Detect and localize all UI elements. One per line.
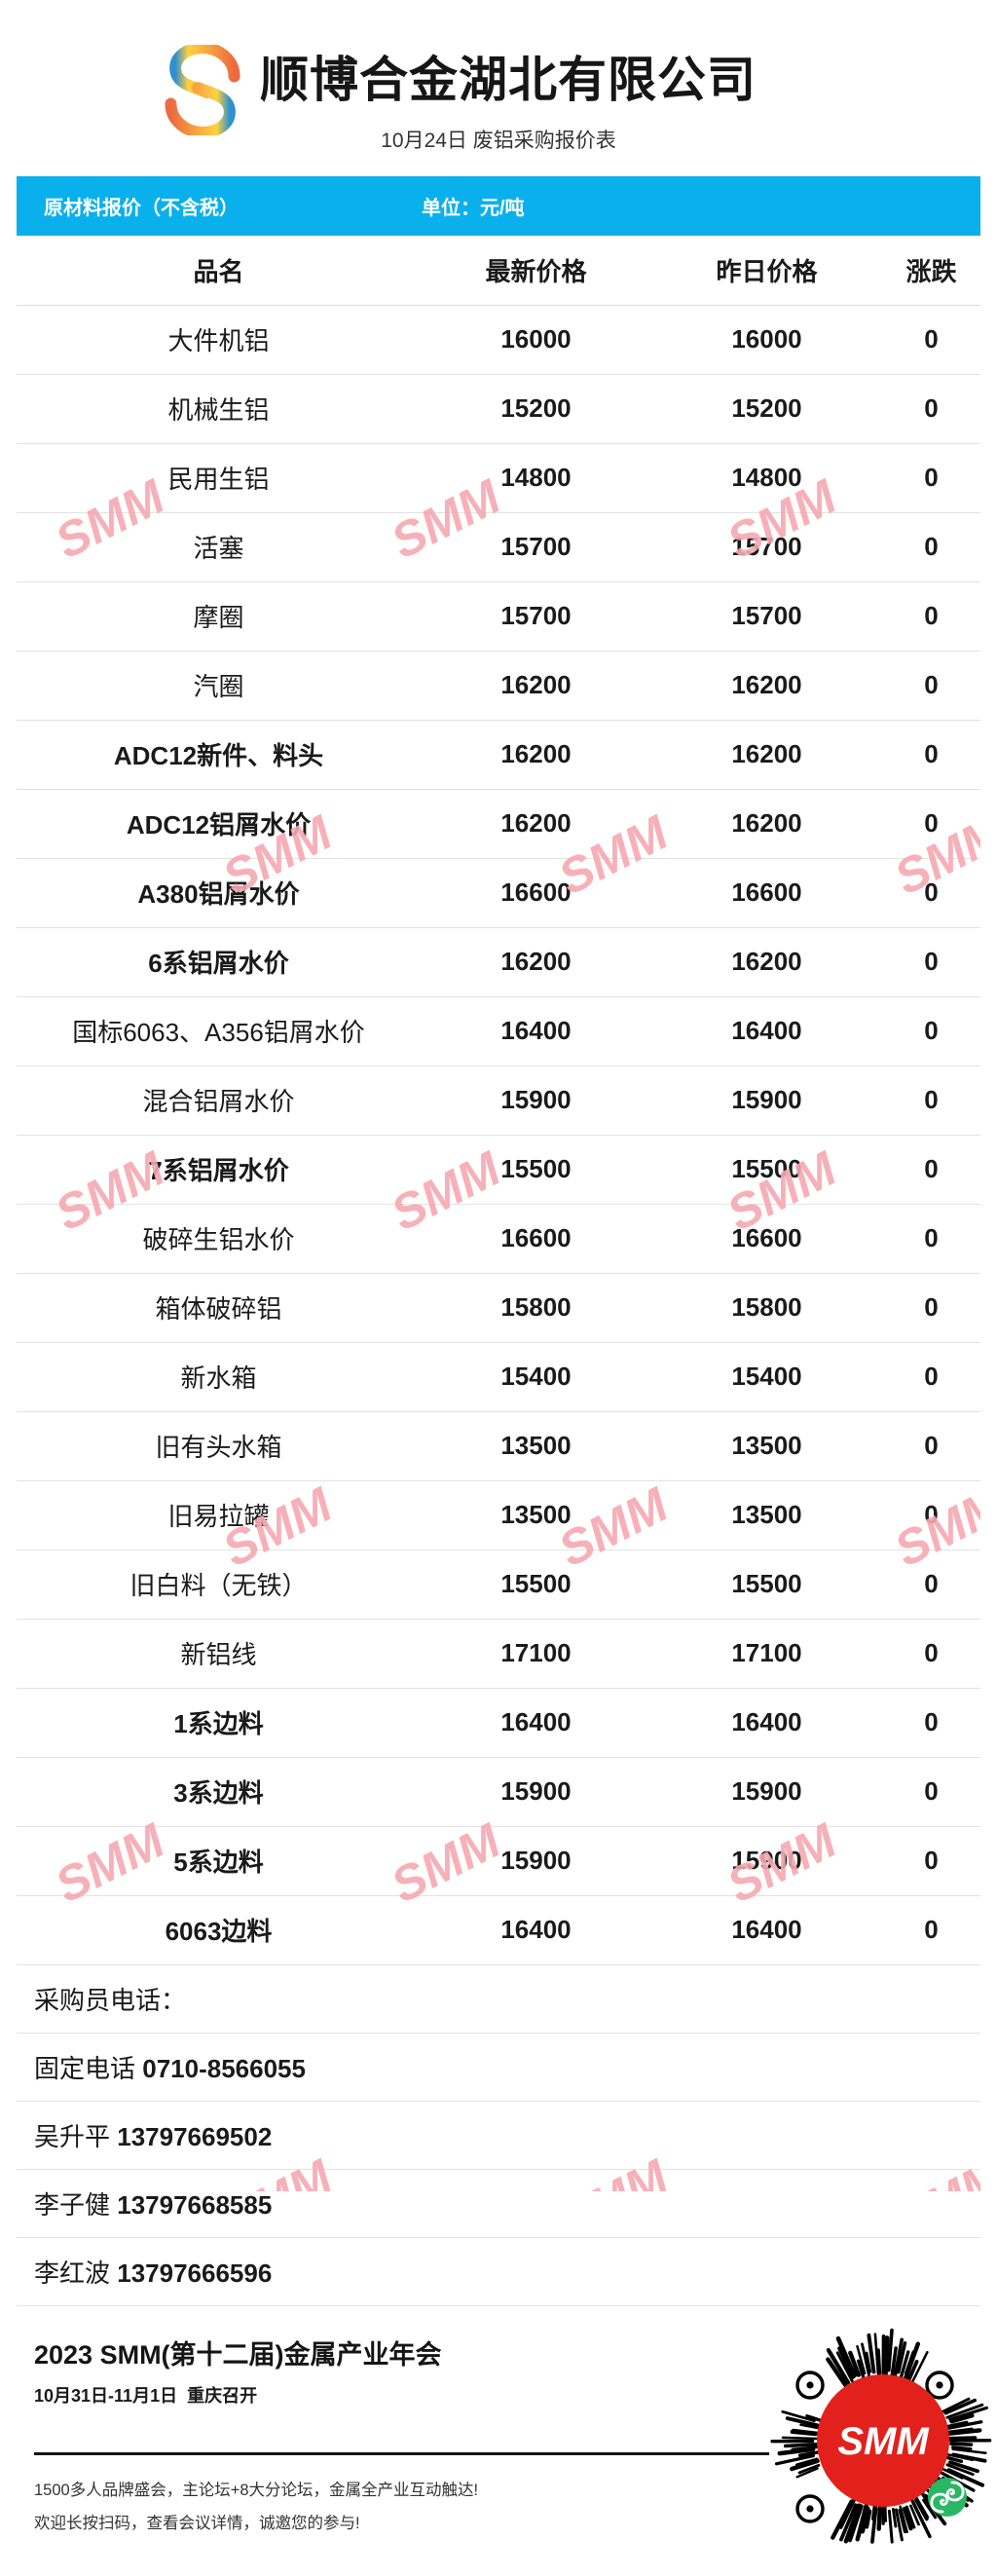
svg-text:SMM: SMM [837,2420,930,2463]
